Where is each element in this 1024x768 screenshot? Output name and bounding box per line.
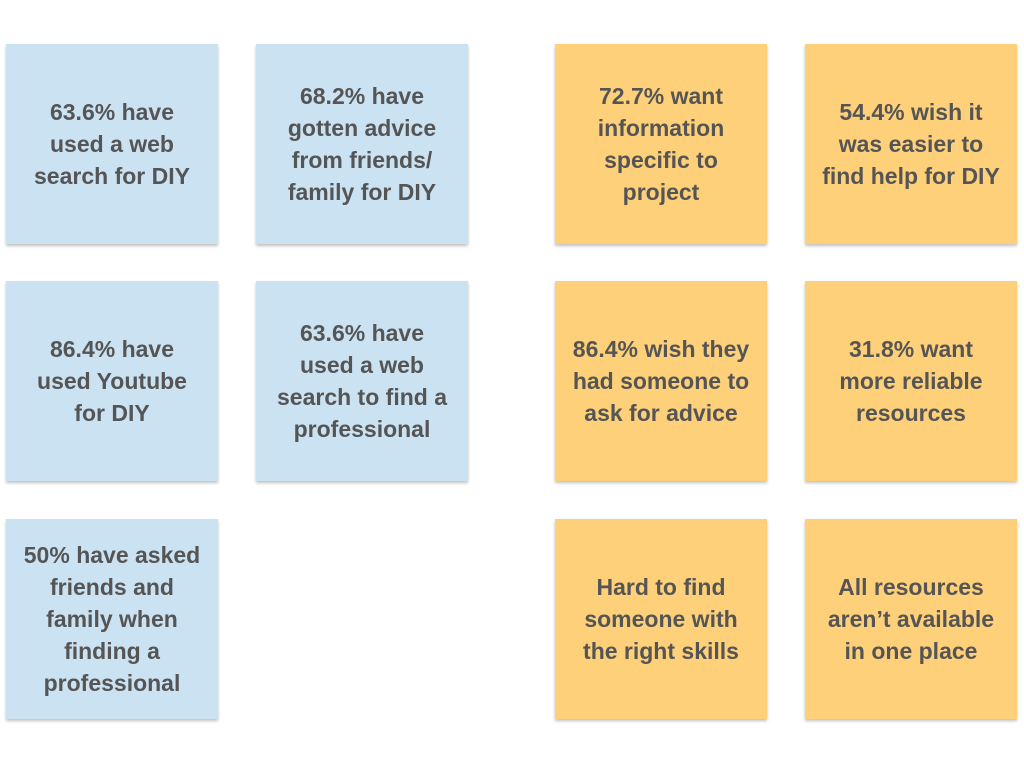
sticky-note-web-search-diy: 63.6% have used a web search for DIY bbox=[6, 44, 218, 244]
sticky-note-asked-friends-professional: 50% have asked friends and family when f… bbox=[6, 519, 218, 719]
sticky-note-someone-ask-advice: 86.4% wish they had someone to ask for a… bbox=[555, 281, 767, 481]
sticky-note-web-search-professional: 63.6% have used a web search to find a p… bbox=[256, 281, 468, 481]
sticky-note-text: 72.7% want information specific to proje… bbox=[597, 83, 725, 205]
sticky-note-advice-friends-diy: 68.2% have gotten advice from friends/ f… bbox=[256, 44, 468, 244]
sticky-note-right-skills: Hard to find someone with the right skil… bbox=[555, 519, 767, 719]
sticky-note-text: 31.8% want more reliable resources bbox=[839, 336, 983, 426]
sticky-note-text: 63.6% have used a web search to find a p… bbox=[277, 320, 447, 442]
sticky-note-text: 50% have asked friends and family when f… bbox=[23, 542, 201, 696]
sticky-note-text: 68.2% have gotten advice from friends/ f… bbox=[287, 83, 437, 205]
sticky-note-text: All resources aren’t available in one pl… bbox=[827, 574, 995, 664]
sticky-note-text: 63.6% have used a web search for DIY bbox=[34, 99, 190, 189]
sticky-note-text: 86.4% have used Youtube for DIY bbox=[37, 336, 187, 426]
sticky-note-text: 54.4% wish it was easier to find help fo… bbox=[822, 99, 1000, 189]
sticky-note-text: 86.4% wish they had someone to ask for a… bbox=[572, 336, 750, 426]
sticky-note-reliable-resources: 31.8% want more reliable resources bbox=[805, 281, 1017, 481]
sticky-note-resources-one-place: All resources aren’t available in one pl… bbox=[805, 519, 1017, 719]
sticky-note-text: Hard to find someone with the right skil… bbox=[583, 574, 739, 664]
sticky-note-info-specific-project: 72.7% want information specific to proje… bbox=[555, 44, 767, 244]
sticky-note-easier-find-help: 54.4% wish it was easier to find help fo… bbox=[805, 44, 1017, 244]
sticky-note-youtube-diy: 86.4% have used Youtube for DIY bbox=[6, 281, 218, 481]
